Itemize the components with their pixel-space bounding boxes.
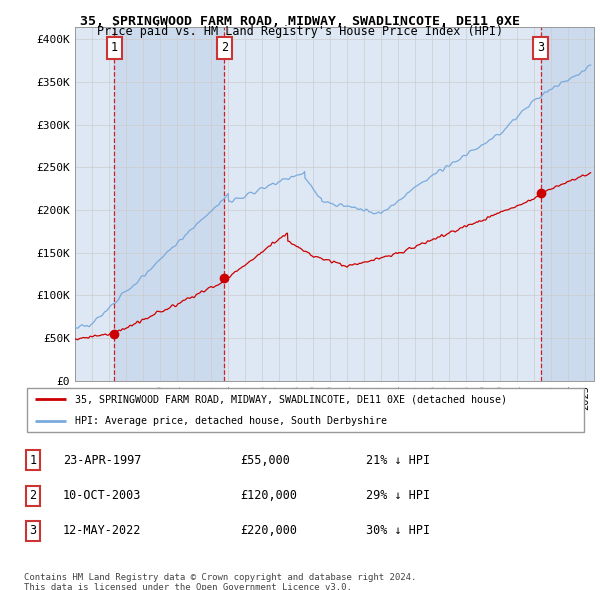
Text: 23-APR-1997: 23-APR-1997: [63, 454, 142, 467]
Text: £120,000: £120,000: [240, 489, 297, 502]
Text: This data is licensed under the Open Government Licence v3.0.: This data is licensed under the Open Gov…: [24, 583, 352, 590]
FancyBboxPatch shape: [27, 388, 584, 432]
Text: HPI: Average price, detached house, South Derbyshire: HPI: Average price, detached house, Sout…: [75, 416, 387, 426]
Text: 21% ↓ HPI: 21% ↓ HPI: [366, 454, 430, 467]
Text: 2: 2: [29, 489, 37, 502]
Text: 12-MAY-2022: 12-MAY-2022: [63, 525, 142, 537]
Text: £220,000: £220,000: [240, 525, 297, 537]
Text: 3: 3: [29, 525, 37, 537]
Text: 10-OCT-2003: 10-OCT-2003: [63, 489, 142, 502]
Text: Contains HM Land Registry data © Crown copyright and database right 2024.: Contains HM Land Registry data © Crown c…: [24, 573, 416, 582]
Text: £55,000: £55,000: [240, 454, 290, 467]
Text: Price paid vs. HM Land Registry's House Price Index (HPI): Price paid vs. HM Land Registry's House …: [97, 25, 503, 38]
Text: 35, SPRINGWOOD FARM ROAD, MIDWAY, SWADLINCOTE, DE11 0XE: 35, SPRINGWOOD FARM ROAD, MIDWAY, SWADLI…: [80, 15, 520, 28]
Text: 1: 1: [29, 454, 37, 467]
Text: 35, SPRINGWOOD FARM ROAD, MIDWAY, SWADLINCOTE, DE11 0XE (detached house): 35, SPRINGWOOD FARM ROAD, MIDWAY, SWADLI…: [75, 394, 507, 404]
Text: 29% ↓ HPI: 29% ↓ HPI: [366, 489, 430, 502]
Bar: [115, 27, 224, 381]
Bar: [541, 27, 594, 381]
Text: 2: 2: [221, 41, 228, 54]
Text: 3: 3: [537, 41, 544, 54]
Text: 1: 1: [111, 41, 118, 54]
Text: 30% ↓ HPI: 30% ↓ HPI: [366, 525, 430, 537]
